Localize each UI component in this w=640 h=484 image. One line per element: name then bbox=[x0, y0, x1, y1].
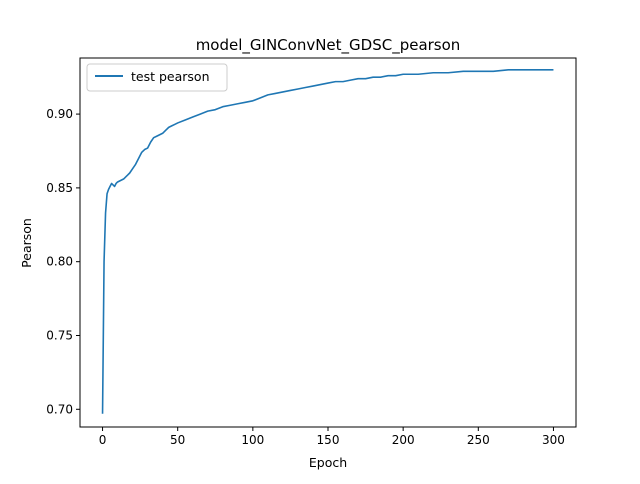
series-line-test-pearson bbox=[101, 69, 554, 414]
x-tick-label: 250 bbox=[467, 433, 490, 447]
x-tick-label: 50 bbox=[170, 433, 185, 447]
x-tick-label: 100 bbox=[241, 433, 264, 447]
legend-label: test pearson bbox=[131, 69, 210, 84]
x-tick-label: 0 bbox=[99, 433, 107, 447]
x-axis-label: Epoch bbox=[309, 455, 347, 470]
y-axis-label: Pearson bbox=[19, 218, 34, 268]
x-tick-label: 150 bbox=[317, 433, 340, 447]
y-tick-label: 0.80 bbox=[46, 255, 73, 269]
y-tick-label: 0.70 bbox=[46, 402, 73, 416]
chart-title: model_GINConvNet_GDSC_pearson bbox=[196, 36, 461, 55]
x-tick-label: 200 bbox=[392, 433, 415, 447]
series-layer bbox=[101, 69, 554, 414]
x-tick-label: 300 bbox=[542, 433, 565, 447]
y-tick-label: 0.85 bbox=[46, 181, 73, 195]
y-tick-label: 0.75 bbox=[46, 328, 73, 342]
plot-area: 0 50 100 150 200 250 300 0.70 0.75 0.80 0.85 0.90 bbox=[46, 57, 577, 447]
legend: test pearson bbox=[86, 63, 228, 92]
y-tick-label: 0.90 bbox=[46, 107, 73, 121]
y-axis-ticks: 0.70 0.75 0.80 0.85 0.90 bbox=[46, 107, 80, 416]
legend-box bbox=[86, 63, 228, 92]
x-axis-ticks: 0 50 100 150 200 250 300 bbox=[99, 427, 565, 447]
